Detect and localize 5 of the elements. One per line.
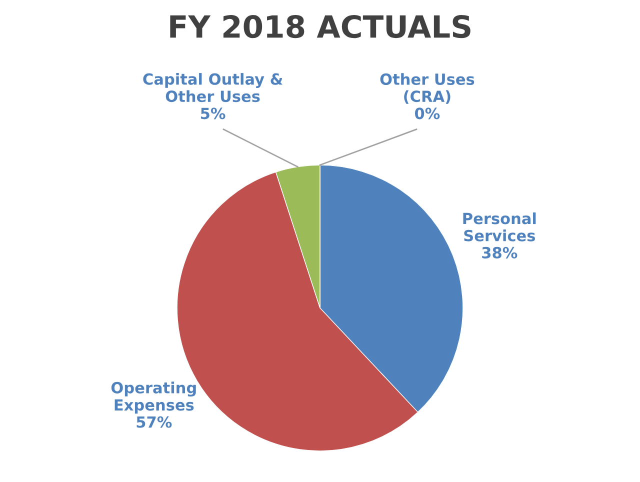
slice-label: Operating Expenses 57%	[111, 382, 196, 428]
slice-label: Personal Services 38%	[463, 212, 536, 258]
category-label: Other Uses (CRA) 0%	[380, 73, 474, 120]
slice-label: Capital Outlay & Other Uses 5%	[143, 73, 283, 120]
chart-title: FY 2018 ACTUALS	[170, 15, 470, 38]
